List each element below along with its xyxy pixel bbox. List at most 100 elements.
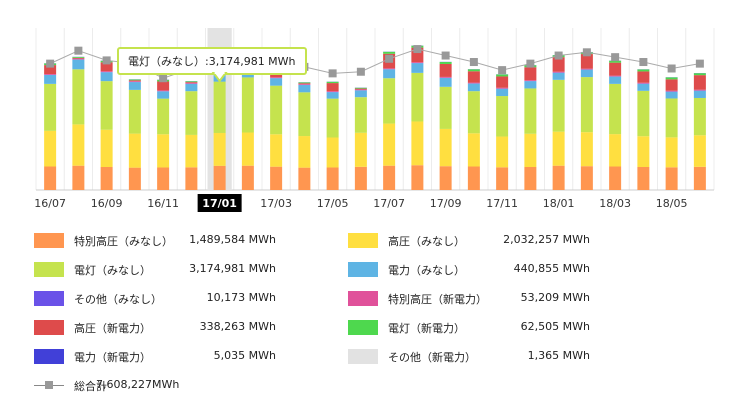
x-tick-label: 16/11	[147, 197, 179, 210]
total-line	[49, 48, 700, 79]
total-point	[554, 51, 563, 60]
bar-segment	[298, 83, 311, 85]
bar-segment	[100, 72, 113, 82]
bar-segment	[552, 71, 565, 73]
x-tick-label: 16/07	[34, 197, 66, 210]
bar-segment	[411, 72, 424, 122]
bar-segment	[270, 166, 283, 190]
bar-segment	[693, 97, 706, 136]
bar-segment	[467, 91, 480, 134]
legend-label: 電力（みなし）	[388, 264, 465, 277]
legend-value: 62,505 MWh	[520, 320, 590, 333]
bar-segment	[270, 85, 283, 135]
bar-segment	[270, 77, 283, 79]
total-point	[159, 74, 168, 83]
legend-label: 総合計	[74, 380, 107, 393]
bar-segment	[580, 166, 593, 190]
total-point	[667, 64, 676, 73]
bar-segment	[354, 132, 367, 167]
bar-segment	[411, 121, 424, 166]
bar-segment	[496, 96, 509, 137]
legend-label: 高圧（みなし）	[388, 235, 465, 248]
bar-segment	[496, 74, 509, 77]
total-point	[328, 69, 337, 78]
bar-segment	[665, 167, 678, 190]
bar-segment	[552, 79, 565, 132]
bar-segment	[552, 57, 565, 72]
bar-segment	[185, 134, 198, 168]
bar-segment	[524, 67, 537, 81]
bar-segment	[383, 123, 396, 166]
bar-segment	[383, 78, 396, 124]
x-tick-label: 17/11	[486, 197, 518, 210]
bar-segment	[44, 130, 57, 167]
legend-value: 3,174,981 MWh	[189, 262, 276, 275]
bar-segment	[496, 167, 509, 190]
bar-segment	[270, 78, 283, 86]
x-tick-label: 17/09	[430, 197, 462, 210]
bar-segment	[354, 97, 367, 133]
bar-segment	[185, 91, 198, 135]
bar-segment	[72, 165, 85, 190]
bar-segment	[298, 136, 311, 168]
bar-segment	[665, 137, 678, 168]
stacked-bar-chart: 16/07 16/09 16/11 17/01 17/03 17/05 17/07 17/09…	[34, 28, 715, 212]
legend-swatch	[34, 233, 64, 248]
bar-segment	[524, 88, 537, 134]
bar-segment	[609, 62, 622, 76]
bar-segment	[637, 136, 650, 167]
bar-segment	[213, 81, 226, 133]
bar-segment	[157, 81, 170, 91]
bar-segment	[128, 81, 141, 82]
bar-segment	[44, 65, 57, 75]
bar-segment	[524, 166, 537, 190]
total-point	[441, 51, 450, 60]
x-tick-label: 18/03	[599, 197, 631, 210]
bar-segment	[580, 68, 593, 70]
total-point	[102, 56, 111, 65]
bar-segment	[354, 90, 367, 98]
total-point	[639, 58, 648, 67]
bar-segment	[693, 73, 706, 76]
tooltip-pointer-mask	[214, 71, 225, 74]
tooltip-text: 電灯（みなし）:3,174,981 MWh	[128, 55, 296, 68]
bar-segment	[298, 167, 311, 190]
bar-segment	[609, 60, 622, 63]
bar-segment	[157, 98, 170, 135]
tooltip-box	[117, 47, 307, 75]
bar-segment	[128, 82, 141, 90]
bar-segment	[270, 134, 283, 167]
bar-segment	[354, 166, 367, 190]
legend-swatch	[34, 291, 64, 306]
bar-segment	[298, 82, 311, 84]
legend-swatch	[348, 233, 378, 248]
legend-value: 440,855 MWh	[513, 262, 590, 275]
bar-segment	[609, 166, 622, 190]
bar-segment	[354, 87, 367, 89]
legend: 特別高圧（みなし） 1,489,584 MWh 高圧（みなし） 2,032,25…	[34, 232, 634, 400]
bar-segment	[354, 88, 367, 90]
bar-segment	[72, 59, 85, 70]
bar-segment	[326, 98, 339, 138]
legend-value: 2,032,257 MWh	[503, 233, 590, 246]
bar-segment	[298, 84, 311, 85]
bar-segment	[100, 71, 113, 73]
bar-segment	[44, 166, 57, 190]
bar-segment	[496, 87, 509, 89]
bar-segment	[72, 57, 85, 59]
bar-segment	[665, 91, 678, 99]
bar-segment	[383, 68, 396, 70]
x-tick-label: 17/01	[202, 197, 237, 210]
x-tick-label: 18/05	[656, 197, 688, 210]
bar-segment	[637, 71, 650, 83]
bar-segment	[241, 77, 254, 133]
bar-segment	[100, 166, 113, 190]
bar-segment	[439, 63, 452, 77]
legend-label: その他（新電力）	[388, 351, 476, 364]
bar-segment	[326, 92, 339, 99]
legend-swatch	[348, 349, 378, 364]
bar-segment	[298, 85, 311, 93]
bar-segment	[213, 132, 226, 166]
bar-segment	[383, 51, 396, 54]
bar-segment	[496, 136, 509, 168]
